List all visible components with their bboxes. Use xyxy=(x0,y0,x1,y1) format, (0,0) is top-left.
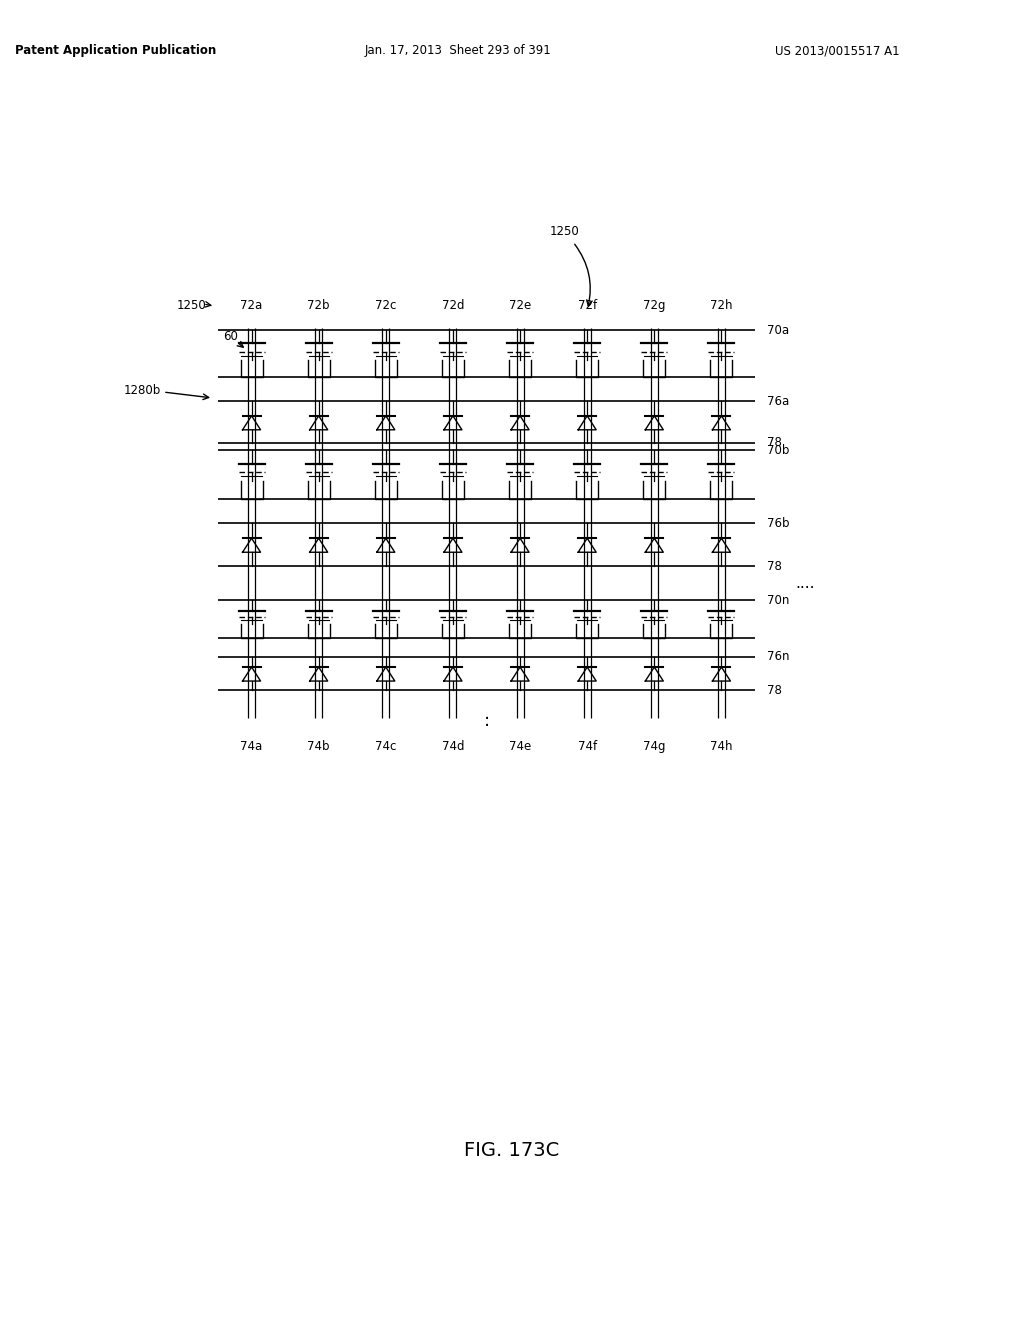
Text: 60: 60 xyxy=(223,330,238,343)
Text: 72f: 72f xyxy=(578,300,597,312)
Text: US 2013/0015517 A1: US 2013/0015517 A1 xyxy=(775,44,900,57)
Text: 76n: 76n xyxy=(767,651,790,663)
Text: 74a: 74a xyxy=(241,741,263,752)
Text: 78: 78 xyxy=(767,684,782,697)
Text: 70a: 70a xyxy=(767,323,790,337)
Text: 74h: 74h xyxy=(711,741,733,752)
Text: 70n: 70n xyxy=(767,594,790,606)
Text: 74b: 74b xyxy=(307,741,330,752)
Text: 78: 78 xyxy=(767,437,782,450)
Text: 74f: 74f xyxy=(578,741,597,752)
Text: 72a: 72a xyxy=(241,300,263,312)
Text: FIG. 173C: FIG. 173C xyxy=(464,1140,560,1159)
Text: 70b: 70b xyxy=(767,444,790,457)
Text: 76a: 76a xyxy=(767,395,790,408)
Text: 1250: 1250 xyxy=(176,300,206,312)
Text: 72d: 72d xyxy=(441,300,464,312)
Text: 1280b: 1280b xyxy=(124,384,161,396)
Text: 74d: 74d xyxy=(441,741,464,752)
Text: 76b: 76b xyxy=(767,516,790,529)
Text: 72h: 72h xyxy=(711,300,733,312)
Text: :: : xyxy=(483,711,489,730)
Text: 74c: 74c xyxy=(375,741,396,752)
Text: Jan. 17, 2013  Sheet 293 of 391: Jan. 17, 2013 Sheet 293 of 391 xyxy=(365,44,552,57)
Text: 74e: 74e xyxy=(509,741,531,752)
Text: 78: 78 xyxy=(767,560,782,573)
Text: ....: .... xyxy=(795,576,814,590)
Text: Patent Application Publication: Patent Application Publication xyxy=(15,44,216,57)
Text: 72e: 72e xyxy=(509,300,531,312)
Text: 74g: 74g xyxy=(643,741,666,752)
Text: 72g: 72g xyxy=(643,300,666,312)
Text: 72c: 72c xyxy=(375,300,396,312)
Text: 72b: 72b xyxy=(307,300,330,312)
Text: 1250: 1250 xyxy=(550,224,580,238)
